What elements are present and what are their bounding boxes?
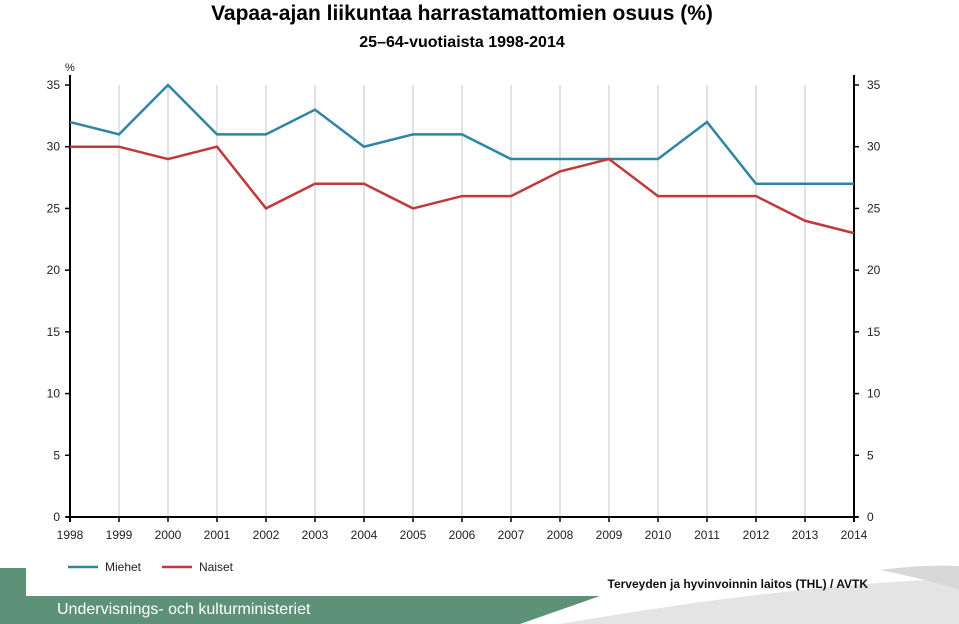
x-tick-label: 2006: [449, 528, 476, 542]
y-tick-label-right: 35: [867, 78, 881, 92]
x-tick-label: 2002: [253, 528, 280, 542]
legend-label-naiset: Naiset: [199, 560, 234, 574]
y-tick-label-right: 25: [867, 201, 881, 215]
x-tick-label: 2013: [792, 528, 819, 542]
axes: [65, 75, 859, 522]
footer-label: Undervisnings- och kulturministeriet: [57, 601, 311, 618]
source-note: Terveyden ja hyvinvoinnin laitos (THL) /…: [608, 577, 869, 591]
series-line-naiset: [70, 145, 855, 235]
footer-swoosh-2: [880, 565, 959, 590]
y-tick-label-right: 15: [867, 325, 881, 339]
x-tick-label: 2000: [155, 528, 182, 542]
x-tick-label: 2010: [645, 528, 672, 542]
grid: [69, 85, 855, 517]
y-tick-label-left: 25: [47, 201, 61, 215]
tick-labels: 1998 1999 2000 2001 2002 2003 2004 2005 2006 2007…: [47, 78, 881, 542]
x-tick-label: 2001: [204, 528, 231, 542]
footer-swoosh: [560, 578, 959, 624]
y-tick-label-left: 5: [53, 448, 60, 462]
legend-label-miehet: Miehet: [105, 560, 142, 574]
x-tick-label: 2012: [743, 528, 770, 542]
y-tick-label-left: 20: [47, 263, 61, 277]
footer-band: [0, 568, 600, 624]
footer-banner: Undervisnings- och kulturministeriet: [0, 565, 959, 624]
x-tick-label: 2009: [596, 528, 623, 542]
y-axis-unit: %: [65, 62, 75, 74]
x-tick-label: 2005: [400, 528, 427, 542]
y-tick-label-left: 30: [47, 140, 61, 154]
y-tick-label-right: 0: [867, 510, 874, 524]
series-lines: [69, 83, 855, 235]
chart-subtitle: 25–64-vuotiaista 1998-2014: [359, 34, 565, 51]
x-tick-label: 2008: [547, 528, 574, 542]
y-tick-label-right: 10: [867, 387, 881, 401]
y-tick-label-left: 0: [53, 510, 60, 524]
x-tick-label: 2004: [351, 528, 378, 542]
x-tick-label: 2014: [841, 528, 868, 542]
x-tick-label: 1998: [57, 528, 84, 542]
y-tick-label-left: 10: [47, 387, 61, 401]
x-tick-label: 1999: [106, 528, 133, 542]
chart-title: Vapaa-ajan liikuntaa harrastamattomien o…: [211, 2, 713, 25]
y-tick-label-right: 20: [867, 263, 881, 277]
y-tick-label-left: 35: [47, 78, 61, 92]
y-tick-label-left: 15: [47, 325, 61, 339]
series-line-miehet: [69, 83, 854, 185]
y-tick-label-right: 30: [867, 140, 881, 154]
x-tick-label: 2003: [302, 528, 329, 542]
legend: Miehet Naiset: [68, 560, 234, 574]
y-tick-label-right: 5: [867, 448, 874, 462]
x-tick-label: 2007: [498, 528, 525, 542]
x-tick-label: 2011: [694, 528, 720, 542]
